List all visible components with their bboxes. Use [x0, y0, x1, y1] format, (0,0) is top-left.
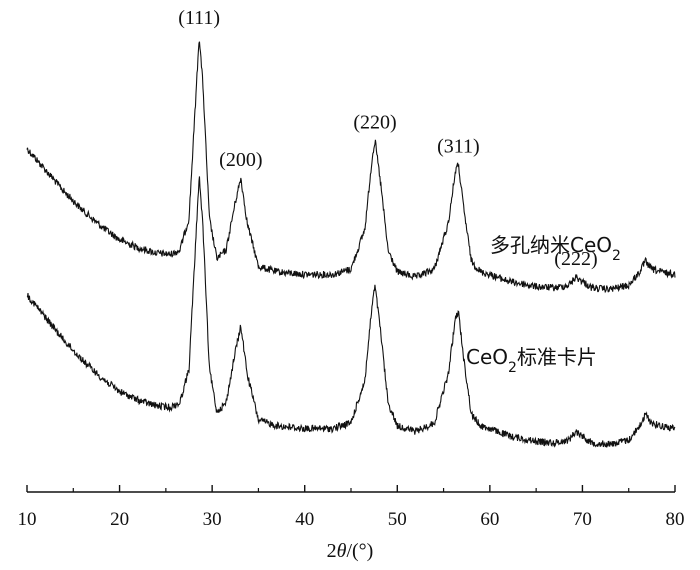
peak-label-220: (220) — [353, 112, 396, 134]
peak-label-311: (311) — [437, 136, 480, 158]
series-label-ceo2-standard: CeO2标准卡片 — [466, 345, 597, 376]
x-axis: 10 20 30 40 50 60 70 80 — [18, 485, 685, 530]
peak-label-222: (222) — [554, 248, 597, 270]
x-tick-label-20: 20 — [110, 509, 129, 530]
series-label-porous-ceo2: 多孔纳米CeO2 — [490, 233, 621, 264]
x-tick-label-50: 50 — [388, 509, 407, 530]
x-tick-label-80: 80 — [666, 509, 685, 530]
series-layer — [26, 41, 676, 448]
x-tick-label-40: 40 — [295, 509, 314, 530]
peak-label-111: (111) — [178, 7, 220, 29]
x-tick-label-30: 30 — [203, 509, 222, 530]
annotation-layer: (111) (200) (220) (311) (222) — [178, 7, 597, 270]
x-axis-title: 2θ/(°) — [327, 540, 374, 562]
x-tick-label-60: 60 — [480, 509, 499, 530]
series-line-2 — [26, 176, 676, 448]
x-tick-label-10: 10 — [18, 509, 37, 530]
series-line-1 — [26, 41, 676, 294]
peak-label-200: (200) — [219, 149, 262, 171]
x-tick-label-70: 70 — [573, 509, 592, 530]
